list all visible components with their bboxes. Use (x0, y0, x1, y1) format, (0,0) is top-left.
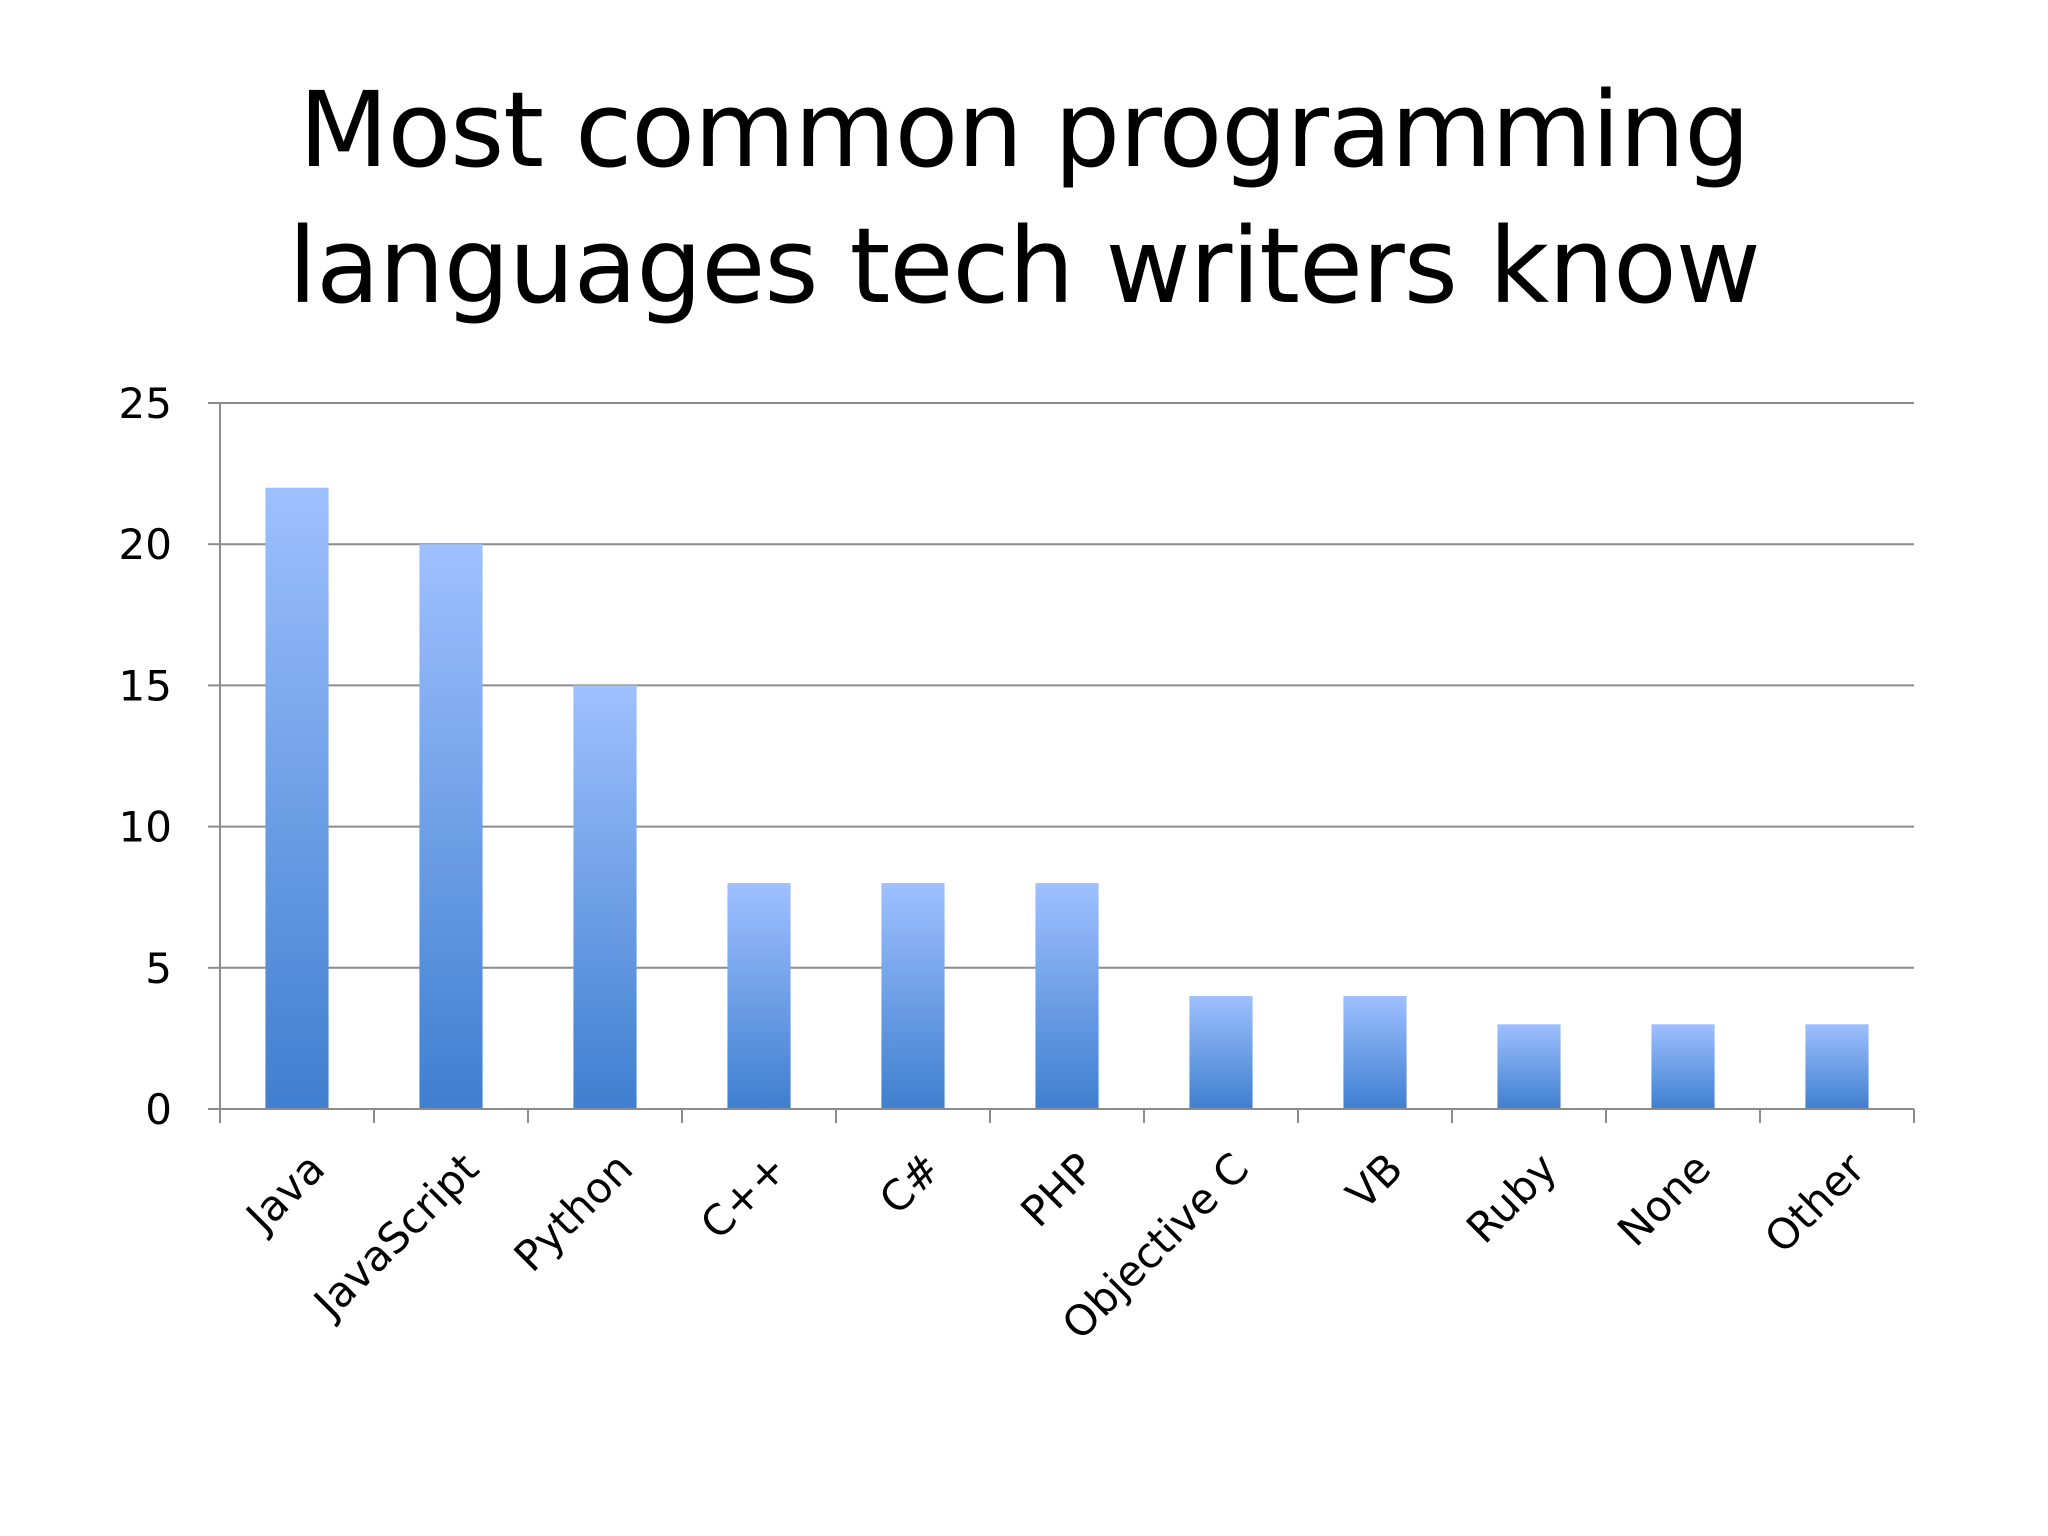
x-tick-label: VB (1337, 1143, 1412, 1218)
x-tick-label: JavaScript (302, 1143, 488, 1329)
x-tick-label: Python (505, 1143, 643, 1281)
bars (265, 487, 1869, 1110)
axes (208, 402, 1915, 1123)
bar-ruby (1497, 1024, 1561, 1109)
bar-other (1805, 1024, 1869, 1109)
bar-php (1035, 883, 1099, 1109)
y-tick-label: 20 (119, 520, 172, 569)
bar-none (1651, 1024, 1715, 1109)
x-tick-label: C++ (691, 1143, 796, 1248)
title-line-1: Most common programming (298, 69, 1750, 191)
x-tick-label: Java (235, 1143, 335, 1243)
x-tick-label: Ruby (1457, 1143, 1566, 1252)
x-tick-label: PHP (1011, 1143, 1104, 1236)
y-tick-label: 5 (145, 944, 172, 993)
title-line-2: languages tech writers know (288, 205, 1761, 327)
y-tick-label: 10 (119, 803, 172, 852)
bar-c- (881, 883, 945, 1109)
bar-javascript (419, 544, 483, 1109)
bar-c- (727, 883, 791, 1109)
chart-title: Most common programming languages tech w… (0, 62, 2048, 334)
bar-vb (1343, 996, 1407, 1109)
bar-java (265, 487, 329, 1110)
bar-objective-c (1189, 996, 1253, 1109)
y-tick-labels: 0 5 10 15 20 25 (119, 379, 172, 1134)
bar-python (573, 685, 637, 1109)
x-tick-label: None (1608, 1143, 1720, 1255)
y-tick-label: 25 (119, 379, 172, 428)
x-tick-label: Other (1755, 1143, 1874, 1262)
x-tick-label: C# (870, 1143, 950, 1223)
y-tick-label: 0 (145, 1085, 172, 1134)
y-tick-label: 15 (119, 661, 172, 710)
